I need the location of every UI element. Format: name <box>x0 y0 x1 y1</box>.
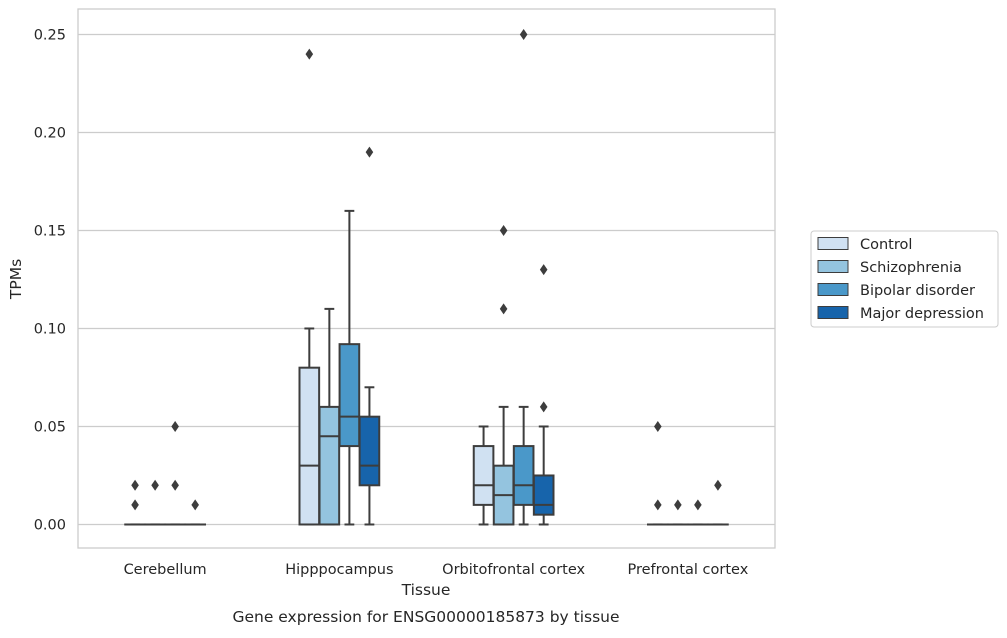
legend-label: Major depression <box>860 306 984 322</box>
y-tick-labels: 0.00 0.05 0.10 0.15 0.20 0.25 <box>34 27 66 533</box>
chart-caption: Gene expression for ENSG00000185873 by t… <box>232 608 619 626</box>
box-group <box>494 225 514 525</box>
y-tick-label: 0.25 <box>34 27 66 43</box>
outlier-point <box>131 499 139 510</box>
y-tick-label: 0.15 <box>34 223 66 239</box>
outlier-point <box>714 480 722 491</box>
box <box>534 475 554 514</box>
x-tick-labels: Cerebellum Hipppocampus Orbitofrontal cort… <box>124 562 749 578</box>
legend-swatch <box>818 261 848 273</box>
box-group <box>185 499 205 524</box>
box-layer <box>125 29 728 525</box>
y-tick-label: 0.10 <box>34 321 66 337</box>
outlier-point <box>306 49 314 60</box>
legend-label: Control <box>860 237 912 253</box>
legend-swatch <box>818 307 848 319</box>
box-group <box>145 480 165 525</box>
box-group <box>125 480 145 525</box>
box-group <box>299 49 319 525</box>
outlier-point <box>151 480 159 491</box>
box-group <box>648 421 668 525</box>
y-axis-label: TPMs <box>7 259 25 300</box>
legend-label: Schizophrenia <box>860 260 962 276</box>
box <box>299 368 319 525</box>
box-group <box>708 480 728 525</box>
outlier-point <box>540 401 548 412</box>
legend-swatch <box>818 284 848 296</box>
x-tick-label: Cerebellum <box>124 562 207 578</box>
x-tick-label: Orbitofrontal cortex <box>442 562 585 578</box>
outlier-point <box>654 499 662 510</box>
x-axis-label: Tissue <box>401 581 451 599</box>
outlier-point <box>171 480 179 491</box>
y-tick-label: 0.20 <box>34 125 66 141</box>
outlier-point <box>500 225 508 236</box>
legend-label: Bipolar disorder <box>860 283 975 299</box>
outlier-point <box>191 499 199 510</box>
x-tick-label: Prefrontal cortex <box>627 562 748 578</box>
outlier-point <box>500 303 508 314</box>
outlier-point <box>366 147 374 158</box>
outlier-point <box>654 421 662 432</box>
box-group <box>474 426 494 524</box>
plot-frame <box>78 9 775 548</box>
box <box>340 344 360 446</box>
outlier-point <box>520 29 528 40</box>
box-group <box>360 147 380 525</box>
box <box>474 446 494 505</box>
box-group <box>320 309 340 525</box>
box-group <box>165 421 185 525</box>
y-tick-label: 0.05 <box>34 419 66 435</box>
grid-layer <box>78 34 775 524</box>
legend-swatch <box>818 238 848 250</box>
box <box>360 417 380 486</box>
box-group <box>340 211 360 525</box>
x-tick-label: Hipppocampus <box>285 562 393 578</box>
y-tick-label: 0.00 <box>34 517 66 533</box>
outlier-point <box>171 421 179 432</box>
box-group <box>534 264 554 524</box>
box-group <box>668 499 688 524</box>
box-group <box>688 499 708 524</box>
box <box>514 446 534 505</box>
outlier-point <box>131 480 139 491</box>
box-group <box>514 29 534 524</box>
outlier-point <box>694 499 702 510</box>
outlier-point <box>540 264 548 275</box>
outlier-point <box>674 499 682 510</box>
legend: Control Schizophrenia Bipolar disorder Majo… <box>811 231 998 327</box>
box <box>320 407 340 525</box>
